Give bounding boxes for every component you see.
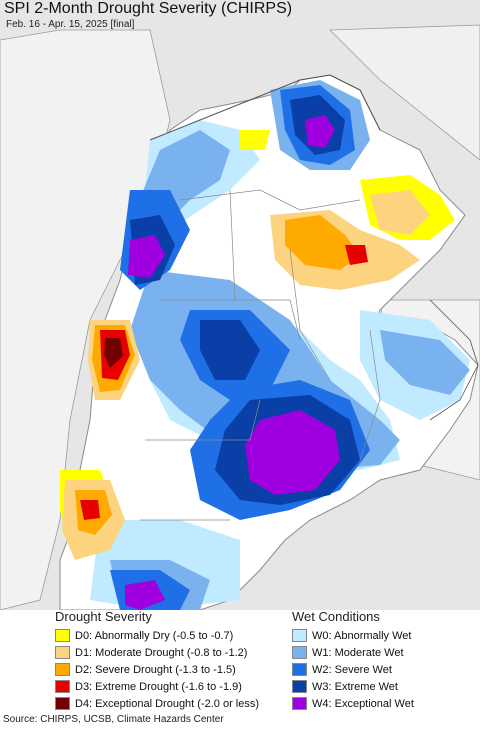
drought-legend: Drought Severity D0: Abnormally Dry (-0.… xyxy=(55,609,259,712)
wet-legend: Wet Conditions W0: Abnormally Wet W1: Mo… xyxy=(292,609,414,712)
legend-item-d2: D2: Severe Drought (-1.3 to -1.5) xyxy=(55,661,259,678)
d0-area-north xyxy=(240,130,270,150)
swatch-d4 xyxy=(55,697,70,710)
swatch-w0 xyxy=(292,629,307,642)
province-borders xyxy=(140,189,381,521)
swatch-d3 xyxy=(55,680,70,693)
swatch-w4 xyxy=(292,697,307,710)
legend-label-w4: W4: Exceptional Wet xyxy=(312,697,414,710)
w4-area-south-central xyxy=(245,410,340,495)
w4-area-south xyxy=(125,580,165,610)
legend-label-w3: W3: Extreme Wet xyxy=(312,680,398,693)
neighbor-land-west xyxy=(0,29,171,610)
legend-label-d4: D4: Exceptional Drought (-2.0 or less) xyxy=(75,697,260,710)
legend-item-d3: D3: Extreme Drought (-1.6 to -1.9) xyxy=(55,678,259,695)
w1-area-east xyxy=(380,330,470,395)
swatch-d0 xyxy=(55,629,70,642)
legend-item-d4: D4: Exceptional Drought (-2.0 or less) xyxy=(55,695,259,712)
map-canvas xyxy=(0,24,480,610)
legend-label-d0: D0: Abnormally Dry (-0.5 to -0.7) xyxy=(75,629,234,642)
w4-area-north xyxy=(305,115,335,148)
legend-label-w1: W1: Moderate Wet xyxy=(312,646,404,659)
country-border-north xyxy=(149,74,381,141)
legend-item-w3: W3: Extreme Wet xyxy=(292,678,414,695)
legend-item-w0: W0: Abnormally Wet xyxy=(292,627,414,644)
legend: Drought Severity D0: Abnormally Dry (-0.… xyxy=(0,609,480,712)
map-subtitle: Feb. 16 - Apr. 15, 2025 [final] xyxy=(6,19,135,30)
d4-area-west xyxy=(104,338,123,368)
legend-item-d0: D0: Abnormally Dry (-0.5 to -0.7) xyxy=(55,627,259,644)
wet-legend-heading: Wet Conditions xyxy=(292,609,380,624)
drought-map xyxy=(0,0,480,610)
legend-label-d3: D3: Extreme Drought (-1.6 to -1.9) xyxy=(75,680,242,693)
legend-label-w0: W0: Abnormally Wet xyxy=(312,629,412,642)
legend-item-w1: W1: Moderate Wet xyxy=(292,644,414,661)
d1-area-northeast xyxy=(370,190,430,235)
d3-area-southwest xyxy=(80,500,100,520)
neighbor-land-north xyxy=(329,24,480,161)
source-credit: Source: CHIRPS, UCSB, Climate Hazards Ce… xyxy=(3,714,224,725)
legend-item-w2: W2: Severe Wet xyxy=(292,661,414,678)
d3-area-chaco xyxy=(345,245,368,265)
swatch-w2 xyxy=(292,663,307,676)
legend-item-d1: D1: Moderate Drought (-0.8 to -1.2) xyxy=(55,644,259,661)
legend-item-w4: W4: Exceptional Wet xyxy=(292,695,414,712)
legend-label-d2: D2: Severe Drought (-1.3 to -1.5) xyxy=(75,663,236,676)
w3-area-center xyxy=(200,320,260,380)
swatch-w1 xyxy=(292,646,307,659)
legend-label-w2: W2: Severe Wet xyxy=(312,663,392,676)
country-border-east xyxy=(429,299,479,421)
swatch-w3 xyxy=(292,680,307,693)
map-title: SPI 2-Month Drought Severity (CHIRPS) xyxy=(4,0,293,17)
drought-legend-heading: Drought Severity xyxy=(55,609,152,624)
d2-area-chaco xyxy=(285,215,360,270)
w4-area-northwest xyxy=(128,235,165,278)
swatch-d1 xyxy=(55,646,70,659)
legend-label-d1: D1: Moderate Drought (-0.8 to -1.2) xyxy=(75,646,248,659)
swatch-d2 xyxy=(55,663,70,676)
